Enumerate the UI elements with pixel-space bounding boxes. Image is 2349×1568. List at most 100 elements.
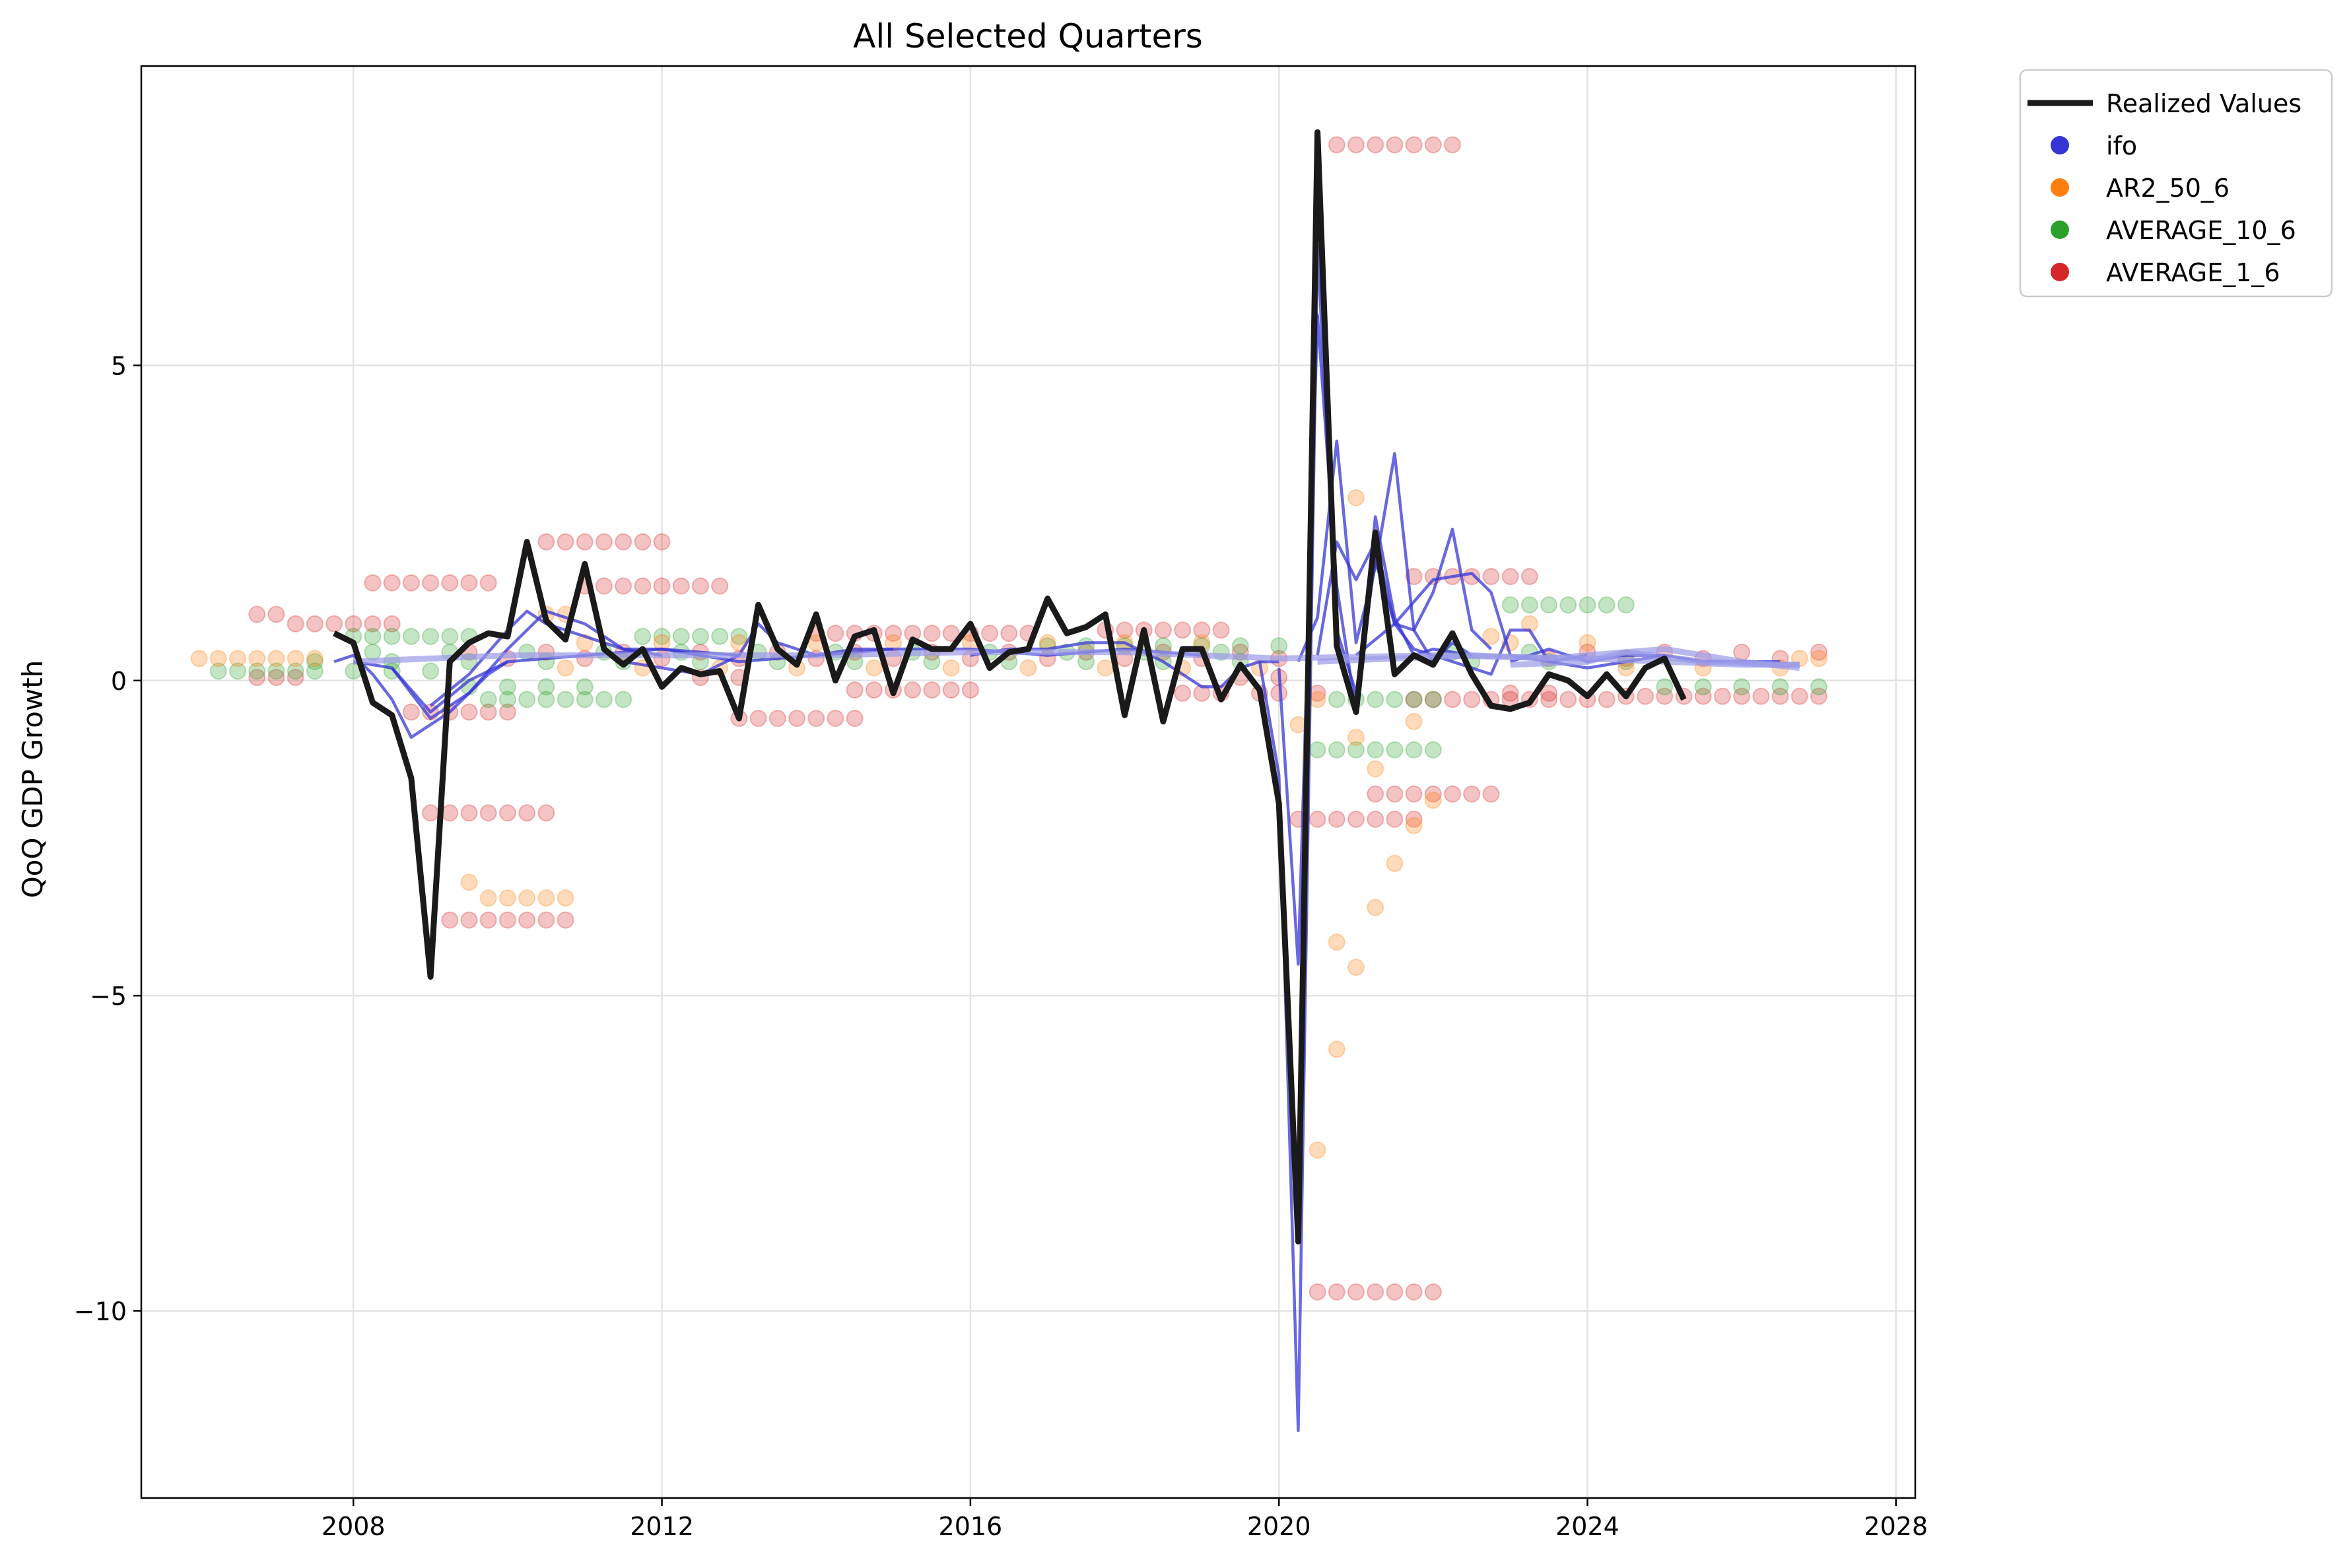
scatter-point-average-1-6 (1810, 643, 1827, 661)
scatter-point-average-1-6 (537, 533, 555, 551)
scatter-point-average-1-6 (634, 577, 652, 595)
scatter-point-average-1-6 (479, 804, 497, 822)
scatter-point-average-10-6 (557, 691, 574, 708)
scatter-point-average-1-6 (1386, 785, 1404, 803)
legend-label: AR2_50_6 (2106, 174, 2230, 203)
scatter-point-ar2-50-6 (1405, 712, 1423, 730)
scatter-point-average-1-6 (1405, 785, 1423, 803)
scatter-point-average-1-6 (904, 681, 922, 699)
scatter-point-average-1-6 (827, 625, 844, 642)
scatter-point-average-10-6 (1694, 678, 1712, 696)
scatter-point-average-1-6 (1482, 785, 1500, 803)
scatter-point-average-1-6 (923, 681, 941, 699)
scatter-point-average-1-6 (1328, 810, 1345, 828)
scatter-point-average-10-6 (479, 691, 497, 708)
scatter-point-ar2-50-6 (306, 650, 323, 667)
scatter-point-ar2-50-6 (942, 659, 960, 677)
scatter-point-ar2-50-6 (1367, 899, 1384, 916)
scatter-point-average-1-6 (942, 625, 960, 642)
scatter-point-average-10-6 (653, 627, 671, 645)
scatter-point-average-10-6 (498, 678, 516, 696)
scatter-point-average-1-6 (768, 710, 786, 728)
scatter-point-average-10-6 (267, 662, 285, 680)
scatter-point-average-10-6 (441, 627, 459, 645)
scatter-point-average-10-6 (1733, 678, 1751, 696)
scatter-point-average-1-6 (711, 577, 729, 595)
ifo-forecast-line (1510, 646, 1800, 671)
scatter-point-average-1-6 (1193, 621, 1211, 639)
scatter-point-average-1-6 (441, 804, 459, 822)
scatter-point-average-1-6 (1559, 691, 1577, 708)
legend-dot-swatch (2051, 263, 2069, 281)
scatter-point-average-1-6 (1405, 810, 1423, 828)
scatter-point-average-1-6 (1405, 1283, 1423, 1301)
legend-item-ar2-50-6: AR2_50_6 (2051, 174, 2230, 203)
scatter-point-average-10-6 (576, 691, 594, 708)
scatter-point-ar2-50-6 (1328, 1040, 1345, 1058)
legend-label: ifo (2106, 131, 2137, 160)
scatter-point-average-1-6 (1347, 136, 1365, 154)
scatter-point-ar2-50-6 (518, 889, 536, 907)
scatter-point-average-1-6 (518, 911, 536, 929)
scatter-point-ar2-50-6 (498, 889, 516, 907)
scatter-point-average-10-6 (576, 678, 594, 696)
chart-title: All Selected Quarters (853, 17, 1203, 55)
scatter-point-average-1-6 (1501, 684, 1519, 702)
scatter-point-average-1-6 (1367, 136, 1384, 154)
scatter-point-average-1-6 (1000, 625, 1018, 642)
legend-item-average-10-6: AVERAGE_10_6 (2051, 216, 2296, 245)
scatter-point-average-10-6 (1424, 691, 1442, 708)
scatter-point-average-1-6 (615, 533, 632, 551)
scatter-point-ar2-50-6 (1347, 728, 1365, 746)
scatter-point-average-10-6 (364, 627, 382, 645)
scatter-point-average-10-6 (1347, 741, 1365, 759)
scatter-point-ar2-50-6 (460, 873, 478, 891)
scatter-point-average-1-6 (1424, 1283, 1442, 1301)
scatter-point-average-10-6 (691, 627, 709, 645)
ifo-forecast-line (1433, 629, 1665, 676)
realized-values-line (333, 129, 1687, 1244)
scatter-point-average-1-6 (595, 533, 613, 551)
scatter-point-average-1-6 (1328, 136, 1345, 154)
scatter-point-ar2-50-6 (1328, 933, 1345, 951)
legend-item-ifo: ifo (2051, 131, 2137, 160)
scatter-point-average-1-6 (672, 577, 690, 595)
scatter-point-average-10-6 (1559, 596, 1577, 614)
scatter-point-average-1-6 (846, 710, 864, 728)
scatter-point-average-1-6 (1212, 621, 1230, 639)
scatter-point-average-10-6 (1771, 678, 1789, 696)
ifo-forecast-line (429, 609, 662, 707)
scatter-point-average-1-6 (1540, 684, 1558, 702)
scatter-point-average-1-6 (557, 911, 574, 929)
scatter-point-average-1-6 (248, 669, 266, 687)
scatter-point-average-1-6 (827, 710, 844, 728)
scatter-point-average-1-6 (422, 804, 440, 822)
scatter-point-ar2-50-6 (229, 650, 247, 667)
scatter-point-ar2-50-6 (1579, 634, 1596, 652)
scatter-point-average-10-6 (634, 627, 652, 645)
scatter-point-average-1-6 (479, 574, 497, 592)
scatter-point-average-1-6 (402, 703, 420, 721)
scatter-point-average-1-6 (479, 703, 497, 721)
scatter-point-ar2-50-6 (1309, 691, 1326, 708)
scatter-point-average-1-6 (1405, 136, 1423, 154)
scatter-point-ar2-50-6 (557, 659, 574, 677)
scatter-point-average-1-6 (653, 533, 671, 551)
scatter-point-average-1-6 (865, 681, 883, 699)
scatter-point-average-1-6 (1367, 785, 1384, 803)
scatter-point-average-1-6 (267, 669, 285, 687)
scatter-point-average-1-6 (1424, 136, 1442, 154)
scatter-point-average-1-6 (1482, 568, 1500, 586)
scatter-point-ar2-50-6 (1309, 1142, 1326, 1159)
scatter-point-average-1-6 (460, 703, 478, 721)
scatter-point-ar2-50-6 (865, 659, 883, 677)
legend-dot-swatch (2051, 221, 2069, 239)
scatter-point-average-1-6 (537, 804, 555, 822)
scatter-point-average-1-6 (885, 625, 902, 642)
scatter-point-average-1-6 (1154, 621, 1172, 639)
scatter-point-ar2-50-6 (1810, 650, 1827, 667)
scatter-point-average-10-6 (615, 691, 632, 708)
scatter-point-average-1-6 (1810, 687, 1827, 705)
x-tick-label: 2016 (939, 1512, 1003, 1541)
